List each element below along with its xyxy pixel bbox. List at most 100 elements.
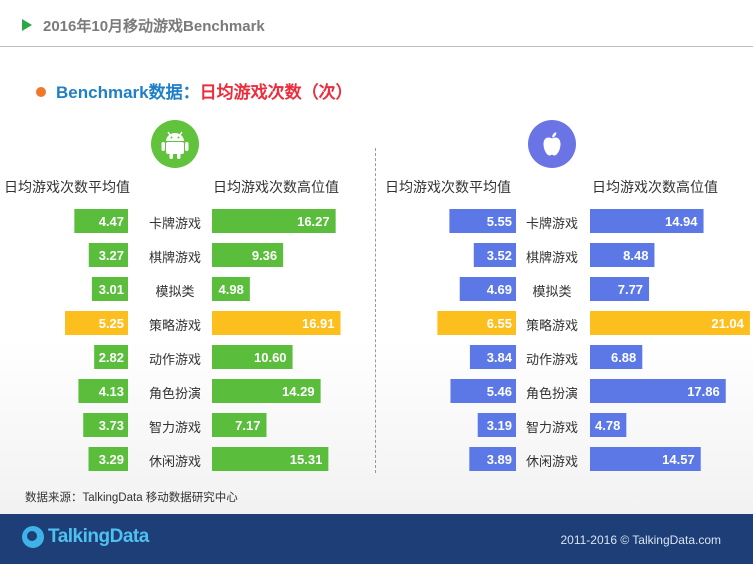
ios-category-label: 角色扮演 bbox=[525, 386, 578, 401]
ios-avg-label: 5.55 bbox=[487, 214, 512, 229]
android-category-label: 棋牌游戏 bbox=[148, 250, 201, 265]
ios-avg-bar bbox=[469, 345, 516, 369]
ios-high-label: 17.86 bbox=[687, 384, 720, 399]
android-high-bar bbox=[212, 209, 336, 233]
ios-high-label: 21.04 bbox=[711, 316, 744, 331]
android-avg-label: 3.27 bbox=[99, 248, 124, 263]
subtitle-part-a: Benchmark数据： bbox=[56, 83, 200, 102]
platform-divider bbox=[375, 148, 376, 473]
ios-avg-bar bbox=[469, 447, 516, 471]
ios-high-bar bbox=[590, 345, 643, 369]
android-high-label: 15.31 bbox=[290, 452, 323, 467]
ios-avg-bar bbox=[450, 379, 516, 403]
subtitle-part-b: 日均游戏次数（次） bbox=[199, 83, 353, 102]
android-high-label: 14.29 bbox=[282, 384, 315, 399]
android-high-bar bbox=[212, 447, 329, 471]
ios-high-label: 4.78 bbox=[595, 418, 620, 433]
ios-avg-label: 4.69 bbox=[487, 282, 512, 297]
footer: TalkingData 2011-2016 © TalkingData.com bbox=[0, 514, 753, 564]
android-high-bar bbox=[212, 243, 284, 267]
ios-avg-bar bbox=[437, 311, 516, 335]
data-source: 数据来源：TalkingData 移动数据研究中心 bbox=[25, 492, 238, 504]
android-category-label: 角色扮演 bbox=[148, 386, 201, 401]
ios-avg-header: 日均游戏次数平均值 bbox=[385, 179, 511, 195]
android-category-label: 策略游戏 bbox=[148, 318, 201, 333]
ios-avg-label: 5.46 bbox=[487, 384, 512, 399]
android-avg-bar bbox=[91, 277, 128, 301]
android-avg-bar bbox=[83, 413, 128, 437]
ios-category-label: 策略游戏 bbox=[525, 318, 578, 333]
android-avg-label: 5.25 bbox=[99, 316, 124, 331]
android-avg-bar bbox=[65, 311, 128, 335]
ios-high-label: 14.57 bbox=[662, 452, 695, 467]
ios-high-bar bbox=[590, 447, 701, 471]
android-category-label: 动作游戏 bbox=[148, 352, 201, 367]
android-category-label: 智力游戏 bbox=[148, 420, 201, 435]
apple-icon bbox=[528, 120, 576, 168]
android-avg-label: 3.01 bbox=[99, 282, 124, 297]
ios-avg-bar bbox=[449, 209, 516, 233]
ios-category-label: 棋牌游戏 bbox=[525, 250, 578, 265]
android-avg-bar bbox=[74, 209, 128, 233]
android-avg-label: 2.82 bbox=[99, 350, 124, 365]
footer-copyright: 2011-2016 © TalkingData.com bbox=[560, 533, 722, 547]
bullet-dot-icon bbox=[36, 86, 46, 97]
android-category-label: 休闲游戏 bbox=[148, 454, 201, 469]
header: 2016年10月移动游戏Benchmark bbox=[0, 0, 753, 48]
ios-high-bar bbox=[590, 209, 704, 233]
android-high-label: 16.91 bbox=[302, 316, 335, 331]
android-category-label: 模拟类 bbox=[155, 284, 195, 299]
android-avg-header: 日均游戏次数平均值 bbox=[4, 179, 130, 195]
chart-subtitle: Benchmark数据：日均游戏次数（次） bbox=[36, 78, 353, 103]
ios-avg-label: 3.52 bbox=[487, 248, 512, 263]
ios-high-header: 日均游戏次数高位值 bbox=[592, 179, 718, 195]
play-triangle-icon bbox=[22, 19, 32, 31]
ios-avg-bar bbox=[477, 413, 516, 437]
android-category-label: 卡牌游戏 bbox=[148, 216, 201, 231]
page-title: 2016年10月移动游戏Benchmark bbox=[43, 18, 265, 35]
ios-high-label: 8.48 bbox=[623, 248, 648, 263]
android-high-label: 9.36 bbox=[252, 248, 277, 263]
android-high-bar bbox=[212, 413, 267, 437]
ios-high-label: 14.94 bbox=[665, 214, 698, 229]
android-avg-bar bbox=[88, 243, 128, 267]
ios-high-bar bbox=[590, 243, 655, 267]
android-high-label: 10.60 bbox=[254, 350, 287, 365]
android-high-label: 16.27 bbox=[297, 214, 330, 229]
ios-category-label: 模拟类 bbox=[532, 284, 572, 299]
ios-high-bar bbox=[590, 311, 750, 335]
ios-category-label: 卡牌游戏 bbox=[525, 216, 578, 231]
android-avg-label: 3.29 bbox=[99, 452, 124, 467]
android-high-bar bbox=[212, 379, 321, 403]
android-high-bar bbox=[212, 277, 250, 301]
ios-high-bar bbox=[590, 413, 627, 437]
android-high-label: 4.98 bbox=[219, 282, 244, 297]
ios-avg-bar bbox=[473, 243, 516, 267]
android-avg-label: 4.47 bbox=[99, 214, 124, 229]
ios-high-bar bbox=[590, 379, 726, 403]
ios-category-label: 休闲游戏 bbox=[525, 454, 578, 469]
ios-high-label: 6.88 bbox=[611, 350, 636, 365]
android-avg-label: 3.73 bbox=[99, 418, 124, 433]
ios-avg-label: 3.84 bbox=[487, 350, 513, 365]
talkingdata-logo-icon bbox=[22, 526, 44, 548]
android-avg-label: 4.13 bbox=[99, 384, 124, 399]
ios-avg-label: 3.19 bbox=[487, 418, 512, 433]
android-high-bar bbox=[212, 345, 293, 369]
footer-logo-text: TalkingData bbox=[48, 526, 149, 547]
ios-category-label: 动作游戏 bbox=[525, 352, 578, 367]
android-high-header: 日均游戏次数高位值 bbox=[213, 179, 339, 195]
android-avg-bar bbox=[88, 447, 128, 471]
android-high-label: 7.17 bbox=[235, 418, 260, 433]
ios-avg-label: 3.89 bbox=[487, 452, 512, 467]
ios-category-label: 智力游戏 bbox=[525, 420, 578, 435]
header-rule bbox=[0, 46, 753, 47]
android-avg-bar bbox=[78, 379, 128, 403]
android-icon bbox=[151, 120, 199, 168]
ios-high-label: 7.77 bbox=[618, 282, 643, 297]
android-avg-bar bbox=[94, 345, 128, 369]
ios-avg-bar bbox=[459, 277, 516, 301]
android-high-bar bbox=[212, 311, 341, 335]
ios-high-bar bbox=[590, 277, 650, 301]
